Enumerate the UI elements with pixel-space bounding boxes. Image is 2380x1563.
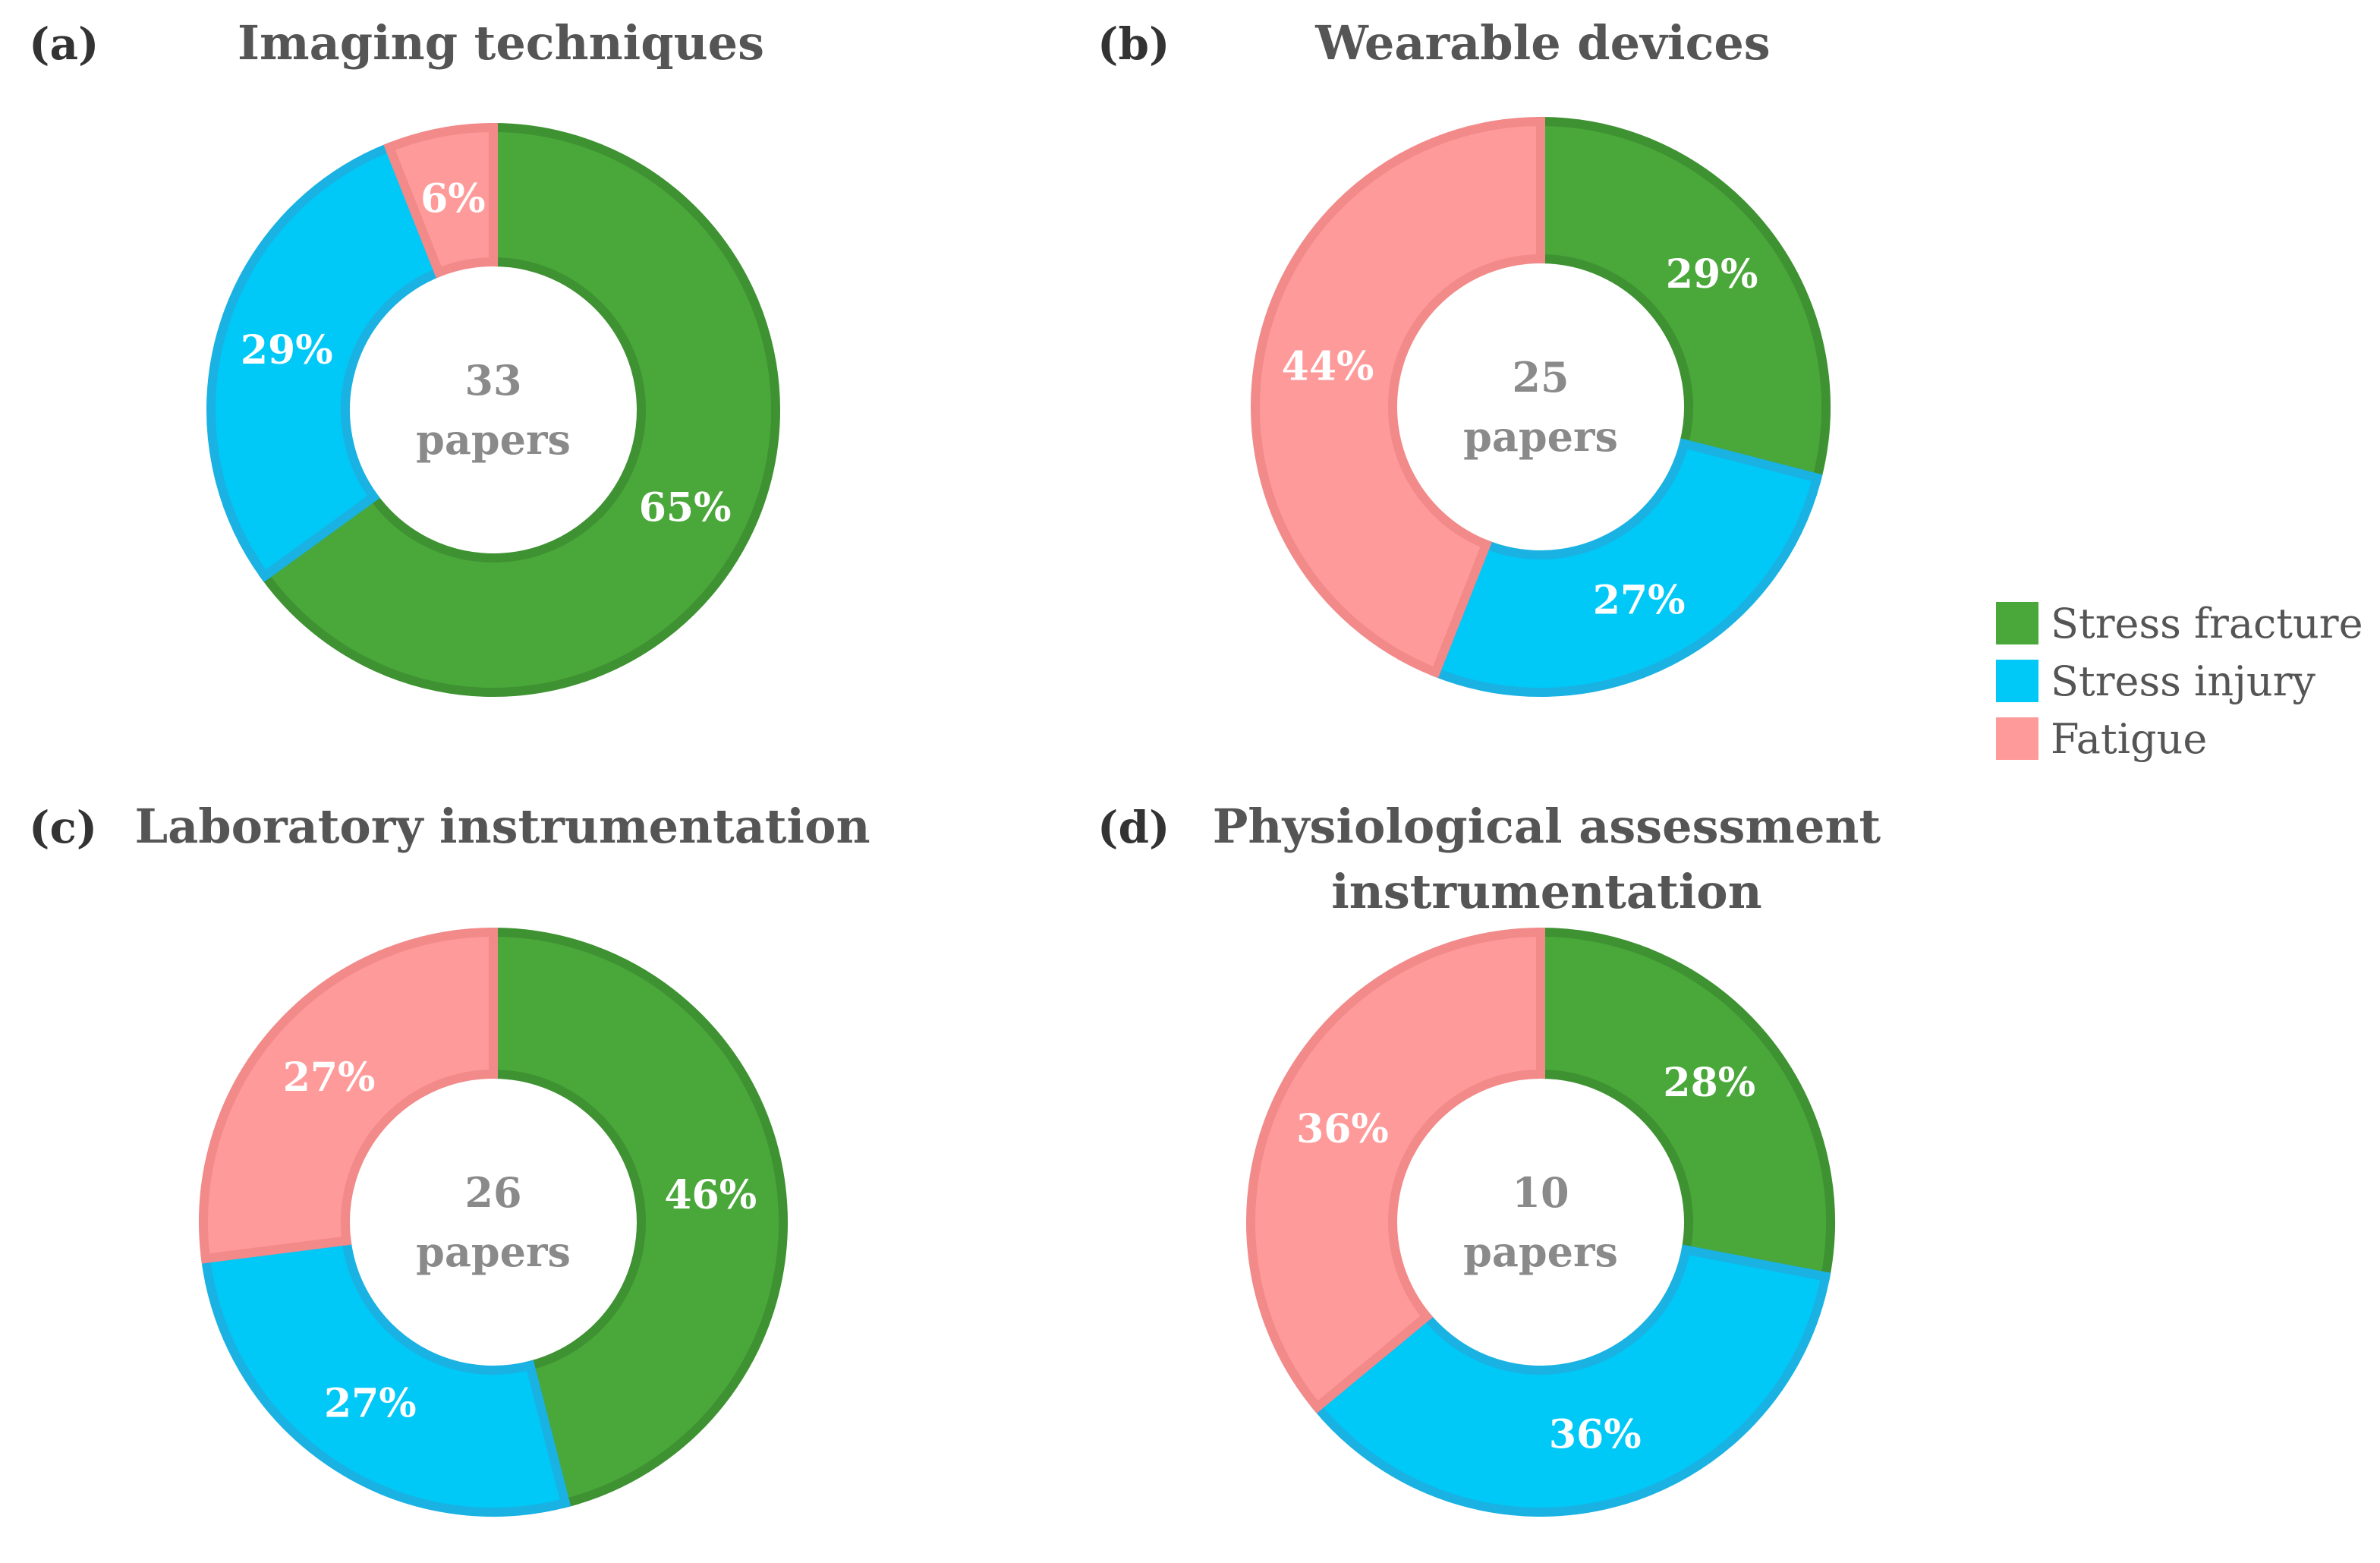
- legend-item-stress-injury: Stress injury: [1996, 657, 2315, 705]
- legend: Stress fracture Stress injury Fatigue: [1996, 600, 2363, 763]
- center-label: papers: [1463, 412, 1618, 461]
- panel-title: Wearable devices: [1314, 15, 1770, 71]
- slice-fatigue: [383, 122, 498, 279]
- slice-stress-injury: [206, 141, 445, 583]
- panel-title: instrumentation: [1331, 864, 1761, 919]
- panel-letter: (b): [1097, 18, 1170, 70]
- donut-chart-4: (d) Physiological assessment instrumentati…: [1097, 799, 1881, 1517]
- legend-item-fatigue: Fatigue: [1996, 715, 2207, 763]
- center-label: 25: [1512, 353, 1569, 402]
- center-label: 10: [1512, 1168, 1569, 1217]
- legend-label: Stress fracture: [2051, 600, 2363, 648]
- data-label-stress-fracture: 46%: [664, 1172, 757, 1218]
- slice-stress-fracture: [258, 122, 780, 697]
- center-label: 26: [464, 1168, 521, 1217]
- center-label: papers: [1463, 1227, 1618, 1276]
- legend-swatch: [1996, 602, 2038, 644]
- panel-title: Imaging techniques: [238, 15, 764, 71]
- data-label-fatigue: 27%: [283, 1054, 376, 1101]
- donut-chart-2: (b) Wearable devices 29% 27% 44% 25 papers: [1097, 15, 1831, 697]
- donut-panels: (a) Imaging techniques65%29%6%33papers(b)…: [29, 15, 1881, 1517]
- panel-letter: (c): [29, 802, 97, 853]
- legend-swatch: [1996, 660, 2038, 702]
- legend-label: Stress injury: [2051, 657, 2315, 705]
- data-label-fatigue: 6%: [420, 176, 486, 222]
- slice-stress-injury: [1429, 438, 1823, 697]
- slice-stress-fracture: [489, 927, 789, 1509]
- data-label-stress-injury: 36%: [1549, 1411, 1642, 1457]
- data-label-stress-injury: 27%: [1593, 577, 1686, 623]
- donut-chart-3: (c) Laboratory instrumentation 46% 27% 27% 26…: [29, 799, 870, 1517]
- slice-stress-fracture: [1536, 116, 1831, 484]
- center-label: 33: [464, 356, 521, 405]
- slice-fatigue: [1246, 927, 1545, 1413]
- data-label-stress-injury: 29%: [241, 327, 333, 373]
- panel-letter: (d): [1097, 802, 1170, 853]
- data-label-stress-fracture: 29%: [1666, 251, 1758, 298]
- legend-swatch: [1996, 717, 2038, 760]
- slice-stress-injury: [200, 1235, 571, 1517]
- slice-stress-injury: [1311, 1244, 1831, 1517]
- panel-title: Physiological assessment: [1213, 799, 1881, 854]
- panel-letter: (a): [29, 18, 99, 70]
- data-label-fatigue: 44%: [1282, 344, 1374, 390]
- data-label-stress-fracture: 28%: [1663, 1060, 1755, 1106]
- slice-fatigue: [1251, 116, 1545, 679]
- center-label: papers: [416, 1227, 571, 1276]
- data-label-stress-fracture: 65%: [639, 485, 732, 531]
- donut-chart-1: (a) Imaging techniques 65% 29% 6% 33 papers: [29, 15, 780, 697]
- slice-fatigue: [199, 927, 498, 1264]
- panel-title: Laboratory instrumentation: [134, 799, 870, 854]
- center-label: papers: [416, 415, 571, 464]
- legend-label: Fatigue: [2051, 715, 2207, 763]
- legend-item-stress-fracture: Stress fracture: [1996, 600, 2363, 648]
- data-label-fatigue: 36%: [1296, 1106, 1389, 1152]
- slice-stress-fracture: [1536, 927, 1835, 1282]
- data-label-stress-injury: 27%: [324, 1381, 417, 1427]
